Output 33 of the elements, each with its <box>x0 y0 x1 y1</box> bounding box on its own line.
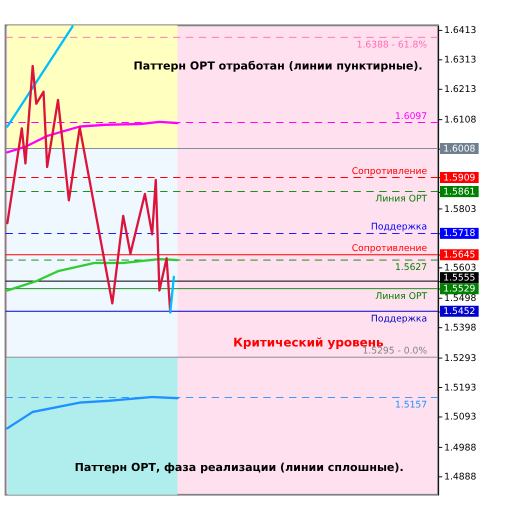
y-tick-label: 1.5498 <box>444 293 476 304</box>
y-tick-label: 1.6008 <box>443 143 476 154</box>
ref-line-label: Линия ОРТ <box>375 194 428 205</box>
y-tick-label: 1.5398 <box>444 322 476 334</box>
ref-line-label: 1.5627 <box>394 262 428 274</box>
y-tick-label: 1.5645 <box>443 250 476 261</box>
y-tick-label: 1.6413 <box>444 25 476 36</box>
y-tick-label: 1.5555 <box>443 272 476 284</box>
ref-line-label: 1.6388 - 61.8% <box>356 39 428 50</box>
annotation: Паттерн ОРТ отработан (линии пунктирные). <box>134 59 423 72</box>
y-tick-label: 1.4888 <box>444 472 476 483</box>
ref-line-label: 1.6097 <box>394 110 428 122</box>
ref-line-label: Сопротивление <box>352 243 428 254</box>
y-tick-label: 1.5193 <box>444 382 476 394</box>
y-tick-label: 1.5603 <box>444 262 476 274</box>
ref-line-label: 1.5157 <box>394 400 428 411</box>
y-tick-label: 1.6313 <box>444 54 476 66</box>
y-tick-label: 1.5452 <box>443 306 476 318</box>
y-tick-label: 1.5909 <box>443 172 476 184</box>
ref-line-label: Поддержка <box>370 313 428 324</box>
ref-line-label: Сопротивление <box>352 166 428 177</box>
ref-line-label: Поддержка <box>370 222 428 233</box>
y-tick-label: 1.5529 <box>443 283 476 294</box>
y-tick-label: 1.6213 <box>444 84 476 95</box>
y-tick-label: 1.5718 <box>443 228 476 240</box>
y-tick-label: 1.5093 <box>444 412 476 423</box>
y-tick-label: 1.5861 <box>443 186 476 198</box>
annotation: Паттерн ОРТ, фаза реализации (линии сплошные). <box>74 460 404 474</box>
y-tick-label: 1.4988 <box>444 442 476 454</box>
y-tick-label: 1.5293 <box>444 353 476 364</box>
y-tick-label: 1.5803 <box>444 204 476 215</box>
y-tick-label: 1.6108 <box>444 114 476 126</box>
ref-line-label: Линия ОРТ <box>375 290 428 302</box>
